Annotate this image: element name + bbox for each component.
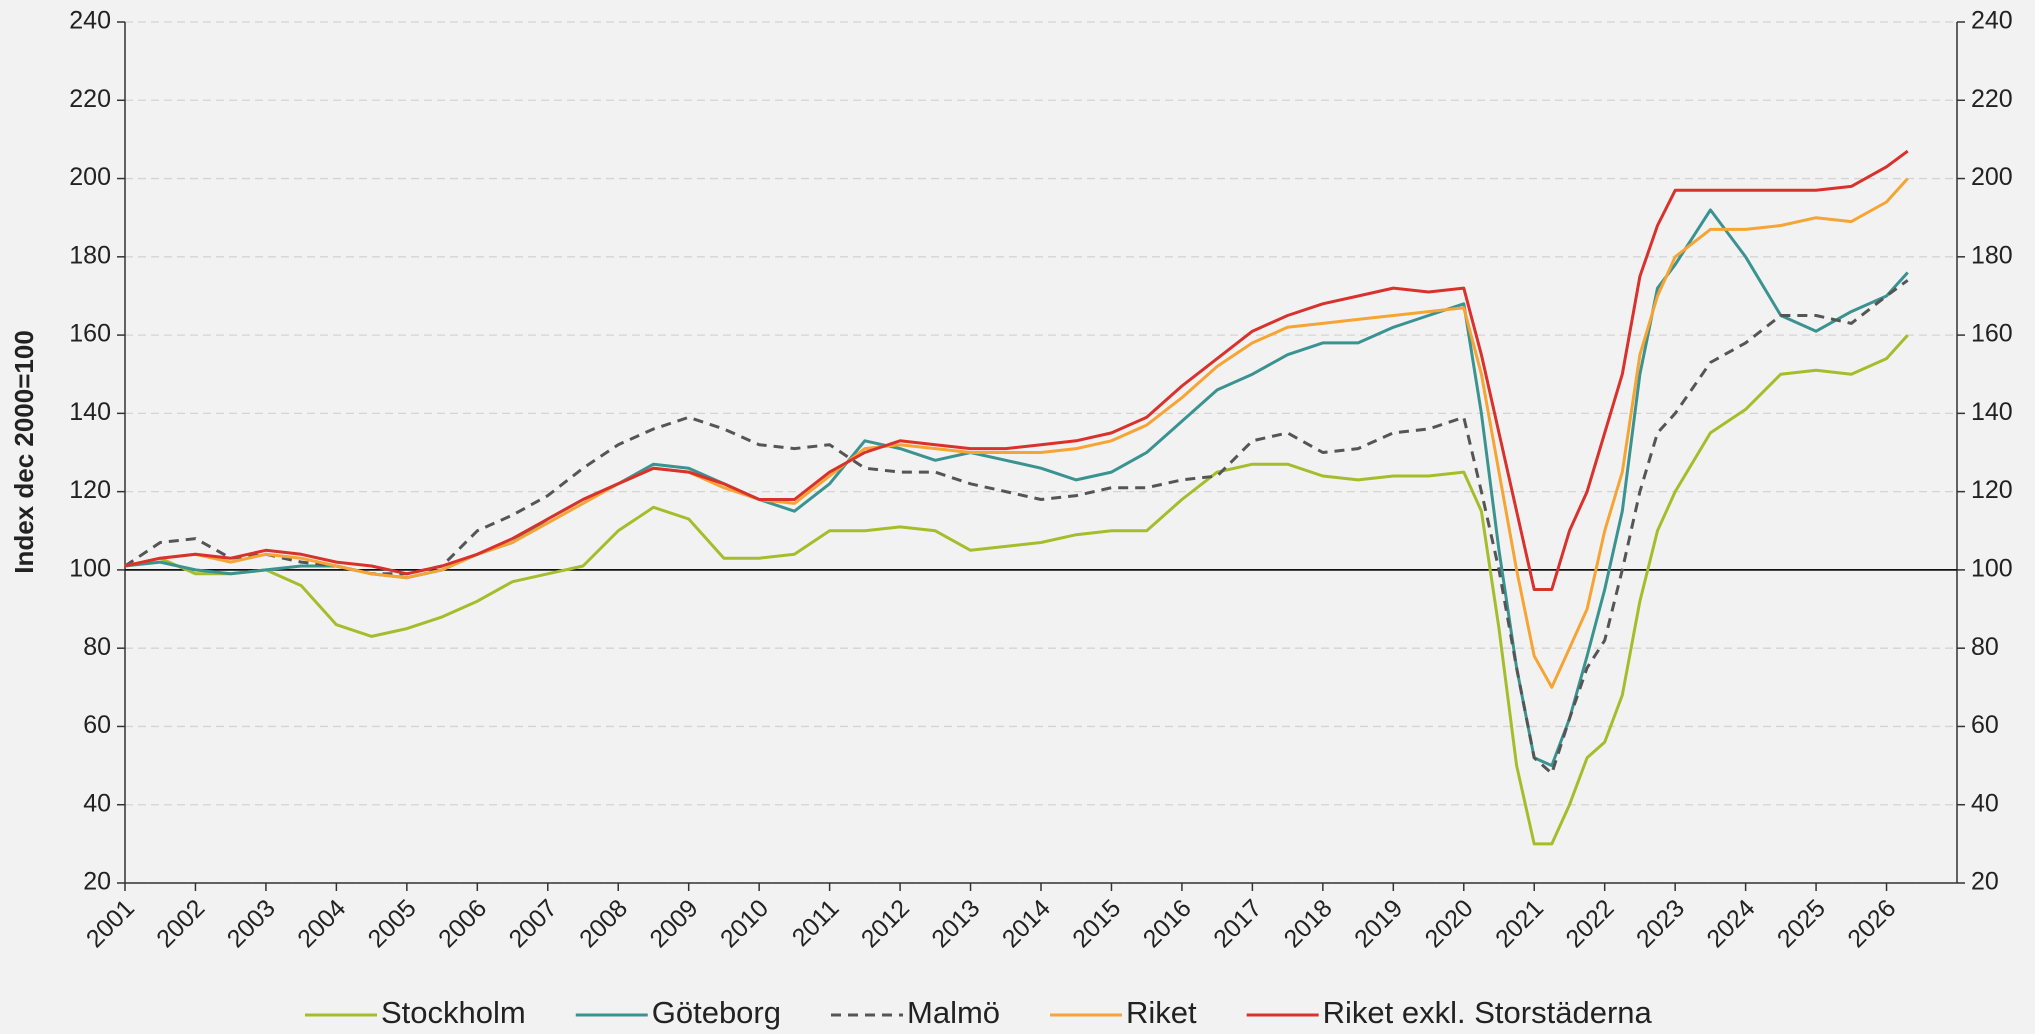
y-tick-label: 160 [69, 320, 111, 348]
y2-tick-label: 100 [1971, 555, 2013, 583]
y2-tick-label: 40 [1971, 789, 1999, 817]
y-tick-label: 240 [69, 7, 111, 35]
legend-label: Stockholm [381, 995, 526, 1030]
y-axis-label: Index dec 2000=100 [9, 330, 39, 574]
y2-tick-label: 80 [1971, 633, 1999, 661]
y-tick-label: 20 [83, 868, 111, 896]
y-tick-label: 40 [83, 789, 111, 817]
y2-tick-label: 140 [1971, 398, 2013, 426]
legend-label: Riket exkl. Storstäderna [1323, 995, 1653, 1030]
y-tick-label: 180 [69, 241, 111, 269]
y-tick-label: 60 [83, 711, 111, 739]
legend-label: Riket [1126, 995, 1197, 1030]
y2-tick-label: 20 [1971, 868, 1999, 896]
series-line [124, 279, 1909, 775]
y2-tick-label: 120 [1971, 476, 2013, 504]
y2-tick-label: 200 [1971, 163, 2013, 191]
legend-label: Malmö [907, 995, 1000, 1030]
y-tick-label: 80 [83, 633, 111, 661]
y2-tick-label: 60 [1971, 711, 1999, 739]
y2-tick-label: 180 [1971, 241, 2013, 269]
y2-tick-label: 160 [1971, 320, 2013, 348]
series-line [124, 334, 1909, 846]
y-tick-label: 200 [69, 163, 111, 191]
legend: Stockholm Göteborg Malmö Riket Riket exkl. S… [305, 995, 1653, 1030]
legend-label: Göteborg [652, 995, 781, 1030]
y-tick-label: 100 [69, 555, 111, 583]
y-tick-label: 120 [69, 476, 111, 504]
y2-tick-label: 240 [1971, 7, 2013, 35]
y2-tick-label: 220 [1971, 85, 2013, 113]
y-tick-label: 140 [69, 398, 111, 426]
y-tick-label: 220 [69, 85, 111, 113]
series-line [124, 149, 1909, 591]
series-line [124, 177, 1909, 689]
